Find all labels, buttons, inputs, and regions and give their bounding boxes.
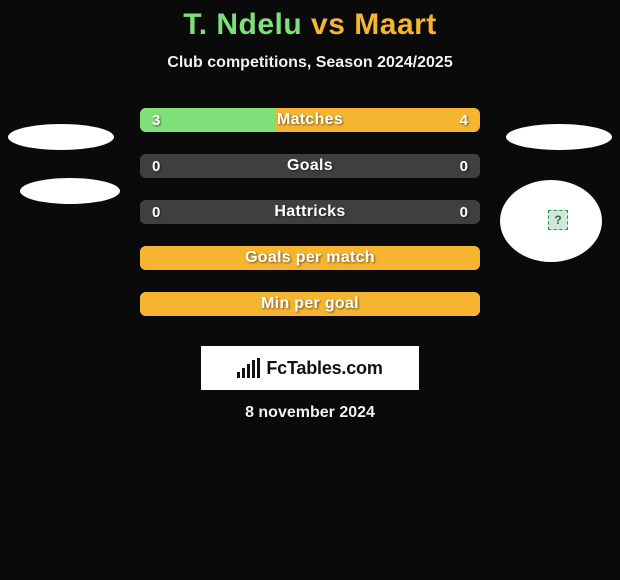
title-vs: vs [302,8,354,41]
player-left-name: T. Ndelu [183,8,302,41]
stat-label: Hattricks [140,200,480,224]
player-left-avatar-shape-1 [8,124,114,150]
stat-bar: Goals per match [140,246,480,270]
player-right-name: Maart [354,8,437,41]
stat-label: Matches [140,108,480,132]
stat-row: Min per goal [0,292,620,338]
logo-text: FcTables.com [266,358,382,379]
stat-label: Goals [140,154,480,178]
stat-bar: 34Matches [140,108,480,132]
site-logo: FcTables.com [201,346,419,390]
page-title: T. Ndelu vs Maart [0,8,620,42]
player-right-avatar-shape-1 [506,124,612,150]
stat-bar: 00Goals [140,154,480,178]
stat-bar: 00Hattricks [140,200,480,224]
stat-label: Min per goal [140,292,480,316]
generated-date: 8 november 2024 [0,404,620,422]
subtitle: Club competitions, Season 2024/2025 [0,54,620,72]
logo-bars-icon [237,358,260,378]
stat-label: Goals per match [140,246,480,270]
stat-bar: Min per goal [140,292,480,316]
player-left-avatar-shape-2 [20,178,120,204]
missing-image-icon: ? [548,210,568,230]
